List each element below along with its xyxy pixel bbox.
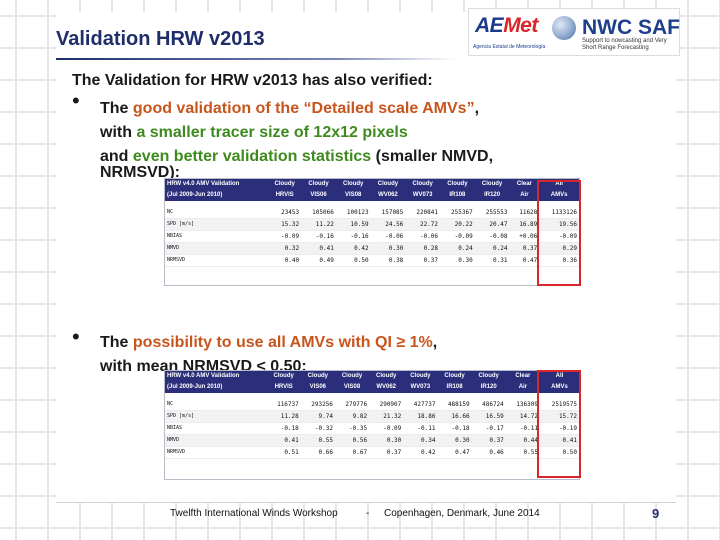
footer-location: Copenhagen, Denmark, June 2014 bbox=[384, 508, 540, 519]
table-row: NC 23453 105066 100123 157085 220841 255367 25… bbox=[165, 207, 579, 219]
table-1-sub-header: WV062 bbox=[370, 190, 406, 201]
table-2-top-header: Cloudy bbox=[403, 371, 438, 382]
table-row: NMVD 0.32 0.41 0.42 0.30 0.28 0.24 0.24 0.37 0.2… bbox=[165, 242, 579, 255]
bullet-2-marker: • bbox=[72, 324, 80, 349]
table-2-sub-header: Air bbox=[505, 382, 540, 393]
table-row: NMVD 0.41 0.55 0.56 0.30 0.34 0.30 0.37 0.44 0.4… bbox=[165, 434, 579, 447]
nwcsaf-logo: NWC SAF bbox=[582, 16, 680, 39]
table-1-top-header: Cloudy bbox=[335, 179, 371, 190]
table-1-title: HRW v4.0 AMV Validation bbox=[165, 179, 269, 190]
table-2-top-header: Cloudy bbox=[266, 371, 301, 382]
bullet-2-line-1: The possibility to use all AMVs with QI … bbox=[100, 334, 438, 351]
table-2-highlight-box bbox=[537, 370, 581, 478]
bullet-1-marker: • bbox=[72, 88, 80, 113]
table-2-top-header: All bbox=[539, 371, 579, 382]
globe-icon bbox=[552, 16, 576, 40]
table-1-top-header: Cloudy bbox=[474, 179, 510, 190]
table-2-sub-header: HRVIS bbox=[266, 382, 301, 393]
footer-divider bbox=[56, 502, 676, 503]
table-1-sub-header: AMVs bbox=[539, 190, 579, 201]
table-1-top-header: All bbox=[539, 179, 579, 190]
table-2-top-header: Clear bbox=[505, 371, 540, 382]
table-1-sub-header: VIS08 bbox=[335, 190, 371, 201]
table-2-sub-header: VIS06 bbox=[300, 382, 335, 393]
table-2-sub-header: WV073 bbox=[403, 382, 438, 393]
table-1-sub-header: WV073 bbox=[405, 190, 441, 201]
bullet-1-line-2: with a smaller tracer size of 12x12 pixe… bbox=[100, 124, 408, 141]
table-row: NBIAS -0.09 -0.16 -0.16 -0.06 -0.06 -0.09 -0.0… bbox=[165, 230, 579, 243]
footer-event: Twelfth International Winds Workshop bbox=[170, 508, 338, 519]
aemet-logo-subtitle: Agencia Estatal de Meteorología bbox=[473, 44, 546, 50]
table-1-sub-header: IR108 bbox=[440, 190, 475, 201]
bullet-1-line-3: and even better validation statistics (s… bbox=[100, 148, 494, 165]
table-1-sub-header: Air bbox=[509, 190, 540, 201]
aemet-logo: AEMet bbox=[475, 14, 538, 37]
bullet-1-line-1: The good validation of the “Detailed sca… bbox=[100, 100, 480, 117]
table-1-top-header: Cloudy bbox=[268, 179, 302, 190]
table-1-sub-header: IR120 bbox=[474, 190, 510, 201]
table-2-top-header: Cloudy bbox=[334, 371, 370, 382]
table-2-top-header: Cloudy bbox=[437, 371, 472, 382]
table-2-title: HRW v4.0 AMV Validation bbox=[165, 371, 267, 382]
table-1-sub-header: HRVIS bbox=[268, 190, 302, 201]
table-row: SPD [m/s] 15.32 11.22 10.59 24.56 22.72 20.22… bbox=[165, 218, 579, 231]
table-row: NRMSVD 0.40 0.49 0.50 0.38 0.37 0.30 0.31 0.47 0… bbox=[165, 254, 579, 267]
table-1-sub-header: VIS06 bbox=[301, 190, 336, 201]
page-number: 9 bbox=[652, 506, 660, 521]
table-1-top-header: Cloudy bbox=[370, 179, 406, 190]
validation-table-1: HRW v4.0 AMV Validation Cloudy Cloudy Cl… bbox=[164, 178, 580, 286]
table-1-top-header: Cloudy bbox=[440, 179, 475, 190]
table-row: NRMSVD 0.51 0.66 0.67 0.37 0.42 0.47 0.46 0.55 0… bbox=[165, 446, 579, 459]
table-2-sub-header: VIS08 bbox=[334, 382, 370, 393]
table-2-period: (Jul 2009-Jun 2010) bbox=[165, 382, 267, 393]
bullet-1-line-4: NRMSVD): bbox=[100, 164, 180, 181]
table-1-period: (Jul 2009-Jun 2010) bbox=[165, 190, 269, 201]
lead-text: The Validation for HRW v2013 has also ve… bbox=[72, 72, 433, 89]
table-2-top-header: Cloudy bbox=[471, 371, 506, 382]
table-2-sub-header: IR120 bbox=[471, 382, 506, 393]
table-2-top-header: Cloudy bbox=[300, 371, 335, 382]
table-2-sub-header: WV062 bbox=[369, 382, 404, 393]
table-2-sub-header: AMVs bbox=[539, 382, 579, 393]
slide-title: Validation HRW v2013 bbox=[56, 28, 265, 50]
title-underline bbox=[56, 58, 456, 60]
table-2-sub-header: IR108 bbox=[437, 382, 472, 393]
table-2-top-header: Cloudy bbox=[369, 371, 404, 382]
table-1-top-header: Cloudy bbox=[405, 179, 441, 190]
table-row: SPD [m/s] 11.28 9.74 9.82 21.32 18.86 16.66 16… bbox=[165, 410, 579, 423]
validation-table-2: HRW v4.0 AMV Validation Cloudy Cloudy Cl… bbox=[164, 370, 580, 480]
footer-separator: - bbox=[366, 508, 370, 519]
nwcsaf-logo-subtitle: Support to nowcasting and Very Short Ran… bbox=[582, 38, 667, 51]
table-1-top-header: Cloudy bbox=[301, 179, 336, 190]
table-row: NBIAS -0.18 -0.32 -0.35 -0.09 -0.11 -0.18 -0.1… bbox=[165, 422, 579, 435]
logo-banner bbox=[468, 8, 680, 56]
table-1-top-header: Clear bbox=[509, 179, 540, 190]
table-row: NC 116737 293256 279776 290907 427737 488159 4… bbox=[165, 399, 579, 411]
table-1-highlight-box bbox=[537, 180, 581, 286]
